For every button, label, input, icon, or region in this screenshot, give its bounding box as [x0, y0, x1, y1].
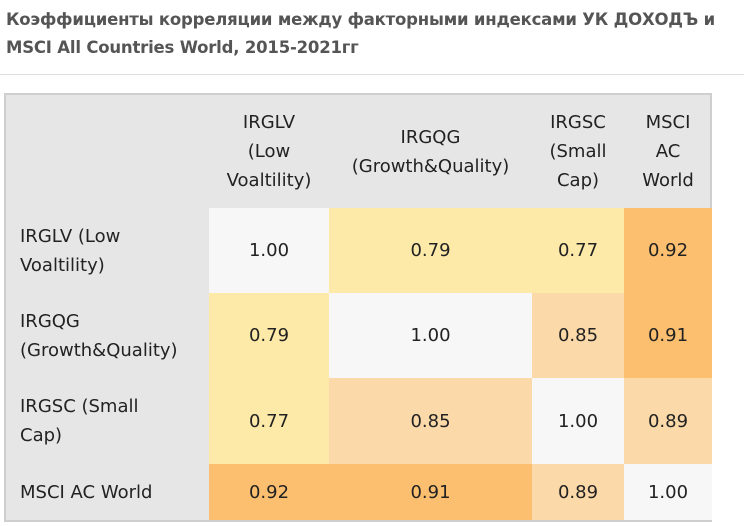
heatmap-cell: 0.85 — [532, 293, 624, 378]
row-header: IRGSC (Small Cap) — [6, 378, 209, 464]
heatmap-cell: 0.92 — [209, 464, 329, 520]
column-header-text: IRGSC (Small Cap) — [549, 112, 607, 191]
heatmap-cell: 1.00 — [624, 464, 712, 520]
heatmap-cell: 0.89 — [532, 464, 624, 520]
row-header-text: MSCI AC World — [20, 481, 153, 503]
column-header-text: IRGLV (Low Voaltility) — [226, 112, 312, 191]
column-header-text: MSCI AC World — [642, 112, 694, 191]
heatmap-cell-text: 0.91 — [410, 481, 451, 503]
row-header: IRGQG (Growth&Quality) — [6, 293, 209, 378]
heatmap-cell: 0.79 — [329, 208, 532, 293]
heatmap-cell-text: 1.00 — [557, 410, 599, 432]
row-header-text: IRGLV (Low Voaltility) — [20, 225, 121, 276]
heatmap-cell: 0.77 — [209, 378, 329, 464]
heatmap-cell-text: 0.85 — [410, 410, 451, 432]
heatmap-cell: 1.00 — [209, 208, 329, 293]
heatmap-cell-text: 0.77 — [557, 240, 599, 261]
column-header: IRGLV (Low Voaltility) — [209, 95, 329, 208]
heatmap-cell-text: 0.79 — [248, 325, 290, 346]
chart-title: Коэффициенты корреляции между факторными… — [6, 10, 715, 57]
heatmap-cell-text: 1.00 — [410, 325, 451, 346]
heatmap-cell-text: 0.89 — [647, 410, 689, 432]
row-header: IRGLV (Low Voaltility) — [6, 208, 209, 293]
column-header: IRGSC (Small Cap) — [532, 95, 624, 208]
row-header: MSCI AC World — [6, 464, 209, 520]
heatmap-cell: 0.89 — [624, 378, 712, 464]
heatmap-cell-text: 0.91 — [647, 325, 689, 346]
row-header-text: IRGQG (Growth&Quality) — [20, 310, 178, 361]
heatmap-cell: 0.77 — [532, 208, 624, 293]
heatmap-cell: 0.92 — [624, 208, 712, 293]
row-header-text: IRGSC (Small Cap) — [20, 396, 139, 446]
heatmap-cell-text: 0.85 — [557, 325, 599, 346]
title-divider — [0, 74, 744, 75]
column-header: IRGQG (Growth&Quality) — [329, 95, 532, 208]
column-header-text: IRGQG (Growth&Quality) — [351, 126, 510, 177]
heatmap-cell: 1.00 — [329, 293, 532, 378]
heatmap-cell-text: 0.79 — [410, 240, 451, 261]
heatmap-cell-text: 1.00 — [248, 240, 290, 261]
heatmap-cell: 0.91 — [329, 464, 532, 520]
correlation-table: IRGLV (Low Voaltility) IRGQG (Growth&Qual… — [4, 93, 712, 522]
heatmap-cell: 0.79 — [209, 293, 329, 378]
heatmap-cell-text: 0.89 — [557, 481, 599, 503]
heatmap-cell: 1.00 — [532, 378, 624, 464]
heatmap-cell: 0.91 — [624, 293, 712, 378]
heatmap-cell: 0.85 — [329, 378, 532, 464]
heatmap-cell-text: 0.92 — [248, 481, 290, 503]
heatmap-cell-text: 1.00 — [647, 481, 689, 503]
heatmap-cell-text: 0.77 — [248, 410, 290, 432]
column-header: MSCI AC World — [624, 95, 712, 208]
heatmap-cell-text: 0.92 — [647, 240, 689, 261]
